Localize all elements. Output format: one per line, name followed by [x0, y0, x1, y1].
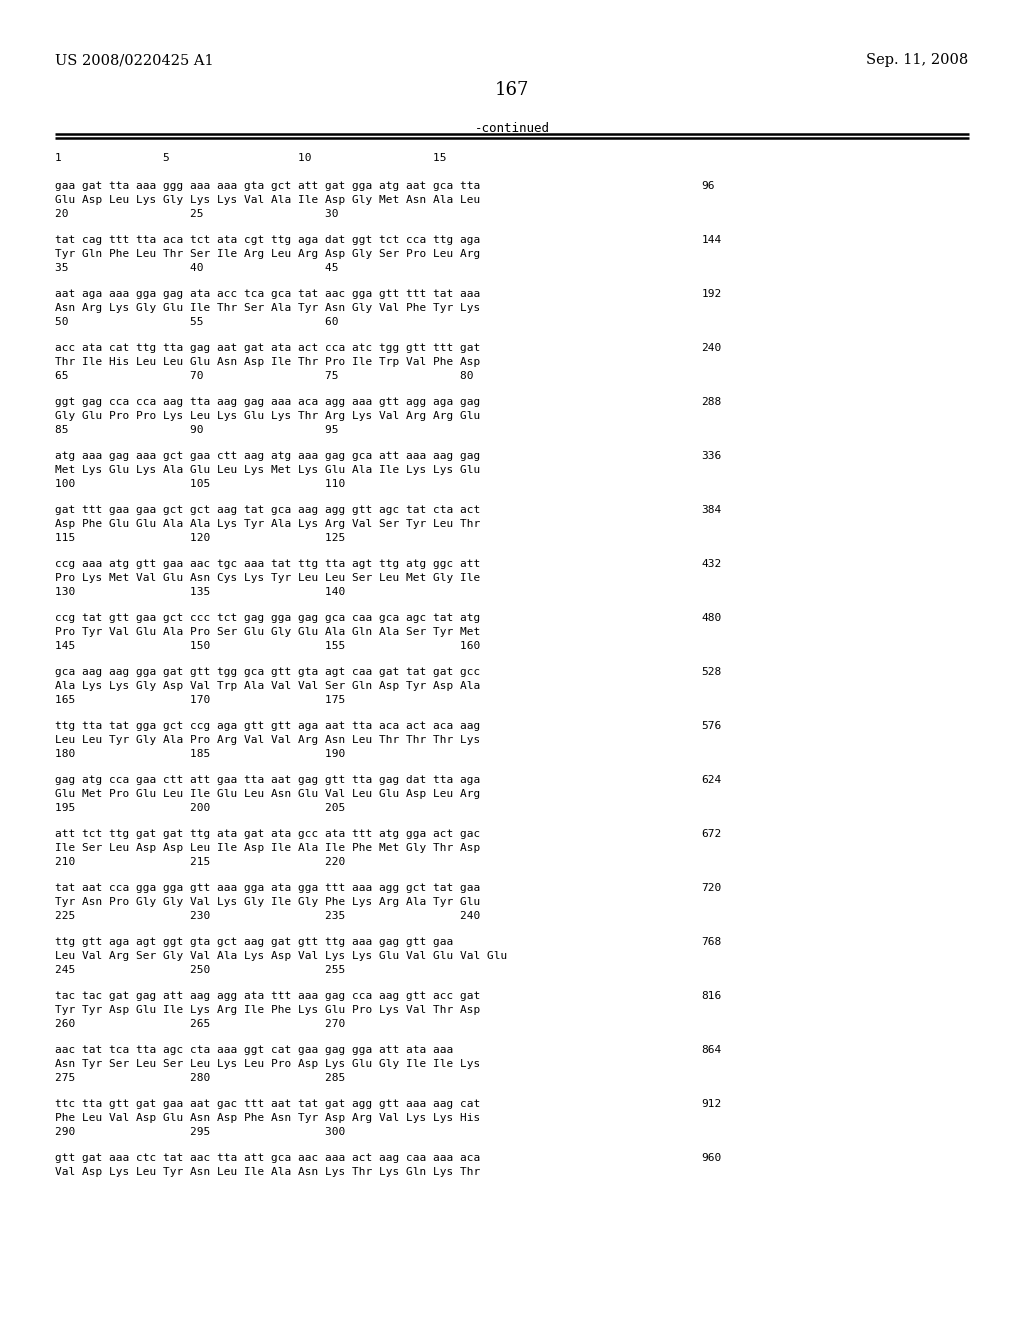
Text: 240: 240 — [701, 343, 722, 352]
Text: gag atg cca gaa ctt att gaa tta aat gag gtt tta gag dat tta aga: gag atg cca gaa ctt att gaa tta aat gag … — [55, 775, 480, 784]
Text: 275                 280                 285: 275 280 285 — [55, 1073, 345, 1082]
Text: 144: 144 — [701, 235, 722, 244]
Text: Asn Tyr Ser Leu Ser Leu Lys Leu Pro Asp Lys Glu Gly Ile Ile Lys: Asn Tyr Ser Leu Ser Leu Lys Leu Pro Asp … — [55, 1059, 480, 1069]
Text: Glu Asp Leu Lys Gly Lys Lys Val Ala Ile Asp Gly Met Asn Ala Leu: Glu Asp Leu Lys Gly Lys Lys Val Ala Ile … — [55, 195, 480, 205]
Text: 130                 135                 140: 130 135 140 — [55, 587, 345, 597]
Text: ccg tat gtt gaa gct ccc tct gag gga gag gca caa gca agc tat atg: ccg tat gtt gaa gct ccc tct gag gga gag … — [55, 612, 480, 623]
Text: Val Asp Lys Leu Tyr Asn Leu Ile Ala Asn Lys Thr Lys Gln Lys Thr: Val Asp Lys Leu Tyr Asn Leu Ile Ala Asn … — [55, 1167, 480, 1176]
Text: 768: 768 — [701, 937, 722, 946]
Text: gaa gat tta aaa ggg aaa aaa gta gct att gat gga atg aat gca tta: gaa gat tta aaa ggg aaa aaa gta gct att … — [55, 181, 480, 191]
Text: 20                  25                  30: 20 25 30 — [55, 209, 339, 219]
Text: ttc tta gtt gat gaa aat gac ttt aat tat gat agg gtt aaa aag cat: ttc tta gtt gat gaa aat gac ttt aat tat … — [55, 1098, 480, 1109]
Text: 195                 200                 205: 195 200 205 — [55, 803, 345, 813]
Text: 912: 912 — [701, 1098, 722, 1109]
Text: Pro Tyr Val Glu Ala Pro Ser Glu Gly Glu Ala Gln Ala Ser Tyr Met: Pro Tyr Val Glu Ala Pro Ser Glu Gly Glu … — [55, 627, 480, 636]
Text: 65                  70                  75                  80: 65 70 75 80 — [55, 371, 474, 380]
Text: 167: 167 — [495, 82, 529, 99]
Text: Phe Leu Val Asp Glu Asn Asp Phe Asn Tyr Asp Arg Val Lys Lys His: Phe Leu Val Asp Glu Asn Asp Phe Asn Tyr … — [55, 1113, 480, 1122]
Text: 480: 480 — [701, 612, 722, 623]
Text: gtt gat aaa ctc tat aac tta att gca aac aaa act aag caa aaa aca: gtt gat aaa ctc tat aac tta att gca aac … — [55, 1152, 480, 1163]
Text: 115                 120                 125: 115 120 125 — [55, 533, 345, 543]
Text: ttg tta tat gga gct ccg aga gtt gtt aga aat tta aca act aca aag: ttg tta tat gga gct ccg aga gtt gtt aga … — [55, 721, 480, 731]
Text: 528: 528 — [701, 667, 722, 677]
Text: 210                 215                 220: 210 215 220 — [55, 857, 345, 867]
Text: ttg gtt aga agt ggt gta gct aag gat gtt ttg aaa gag gtt gaa: ttg gtt aga agt ggt gta gct aag gat gtt … — [55, 937, 454, 946]
Text: Thr Ile His Leu Leu Glu Asn Asp Ile Thr Pro Ile Trp Val Phe Asp: Thr Ile His Leu Leu Glu Asn Asp Ile Thr … — [55, 356, 480, 367]
Text: att tct ttg gat gat ttg ata gat ata gcc ata ttt atg gga act gac: att tct ttg gat gat ttg ata gat ata gcc … — [55, 829, 480, 838]
Text: gat ttt gaa gaa gct gct aag tat gca aag agg gtt agc tat cta act: gat ttt gaa gaa gct gct aag tat gca aag … — [55, 504, 480, 515]
Text: tat aat cca gga gga gtt aaa gga ata gga ttt aaa agg gct tat gaa: tat aat cca gga gga gtt aaa gga ata gga … — [55, 883, 480, 892]
Text: 336: 336 — [701, 451, 722, 461]
Text: 100                 105                 110: 100 105 110 — [55, 479, 345, 488]
Text: US 2008/0220425 A1: US 2008/0220425 A1 — [55, 53, 214, 67]
Text: aac tat tca tta agc cta aaa ggt cat gaa gag gga att ata aaa: aac tat tca tta agc cta aaa ggt cat gaa … — [55, 1044, 454, 1055]
Text: Asp Phe Glu Glu Ala Ala Lys Tyr Ala Lys Arg Val Ser Tyr Leu Thr: Asp Phe Glu Glu Ala Ala Lys Tyr Ala Lys … — [55, 519, 480, 529]
Text: 1               5                   10                  15: 1 5 10 15 — [55, 153, 446, 164]
Text: 145                 150                 155                 160: 145 150 155 160 — [55, 640, 480, 651]
Text: 864: 864 — [701, 1044, 722, 1055]
Text: 50                  55                  60: 50 55 60 — [55, 317, 339, 327]
Text: 96: 96 — [701, 181, 715, 191]
Text: 165                 170                 175: 165 170 175 — [55, 694, 345, 705]
Text: 960: 960 — [701, 1152, 722, 1163]
Text: Glu Met Pro Glu Leu Ile Glu Leu Asn Glu Val Leu Glu Asp Leu Arg: Glu Met Pro Glu Leu Ile Glu Leu Asn Glu … — [55, 789, 480, 799]
Text: Met Lys Glu Lys Ala Glu Leu Lys Met Lys Glu Ala Ile Lys Lys Glu: Met Lys Glu Lys Ala Glu Leu Lys Met Lys … — [55, 465, 480, 475]
Text: Sep. 11, 2008: Sep. 11, 2008 — [866, 53, 969, 67]
Text: ggt gag cca cca aag tta aag gag aaa aca agg aaa gtt agg aga gag: ggt gag cca cca aag tta aag gag aaa aca … — [55, 397, 480, 407]
Text: 384: 384 — [701, 504, 722, 515]
Text: 432: 432 — [701, 558, 722, 569]
Text: 245                 250                 255: 245 250 255 — [55, 965, 345, 974]
Text: Gly Glu Pro Pro Lys Leu Lys Glu Lys Thr Arg Lys Val Arg Arg Glu: Gly Glu Pro Pro Lys Leu Lys Glu Lys Thr … — [55, 411, 480, 421]
Text: Tyr Tyr Asp Glu Ile Lys Arg Ile Phe Lys Glu Pro Lys Val Thr Asp: Tyr Tyr Asp Glu Ile Lys Arg Ile Phe Lys … — [55, 1005, 480, 1015]
Text: Leu Leu Tyr Gly Ala Pro Arg Val Val Arg Asn Leu Thr Thr Thr Lys: Leu Leu Tyr Gly Ala Pro Arg Val Val Arg … — [55, 735, 480, 744]
Text: Tyr Gln Phe Leu Thr Ser Ile Arg Leu Arg Asp Gly Ser Pro Leu Arg: Tyr Gln Phe Leu Thr Ser Ile Arg Leu Arg … — [55, 249, 480, 259]
Text: Ile Ser Leu Asp Asp Leu Ile Asp Ile Ala Ile Phe Met Gly Thr Asp: Ile Ser Leu Asp Asp Leu Ile Asp Ile Ala … — [55, 842, 480, 853]
Text: atg aaa gag aaa gct gaa ctt aag atg aaa gag gca att aaa aag gag: atg aaa gag aaa gct gaa ctt aag atg aaa … — [55, 451, 480, 461]
Text: 192: 192 — [701, 289, 722, 298]
Text: 180                 185                 190: 180 185 190 — [55, 748, 345, 759]
Text: 225                 230                 235                 240: 225 230 235 240 — [55, 911, 480, 920]
Text: 260                 265                 270: 260 265 270 — [55, 1019, 345, 1028]
Text: 576: 576 — [701, 721, 722, 731]
Text: 85                  90                  95: 85 90 95 — [55, 425, 339, 434]
Text: 816: 816 — [701, 991, 722, 1001]
Text: tac tac gat gag att aag agg ata ttt aaa gag cca aag gtt acc gat: tac tac gat gag att aag agg ata ttt aaa … — [55, 991, 480, 1001]
Text: 35                  40                  45: 35 40 45 — [55, 263, 339, 273]
Text: 290                 295                 300: 290 295 300 — [55, 1127, 345, 1137]
Text: aat aga aaa gga gag ata acc tca gca tat aac gga gtt ttt tat aaa: aat aga aaa gga gag ata acc tca gca tat … — [55, 289, 480, 298]
Text: Tyr Asn Pro Gly Gly Val Lys Gly Ile Gly Phe Lys Arg Ala Tyr Glu: Tyr Asn Pro Gly Gly Val Lys Gly Ile Gly … — [55, 896, 480, 907]
Text: acc ata cat ttg tta gag aat gat ata act cca atc tgg gtt ttt gat: acc ata cat ttg tta gag aat gat ata act … — [55, 343, 480, 352]
Text: tat cag ttt tta aca tct ata cgt ttg aga dat ggt tct cca ttg aga: tat cag ttt tta aca tct ata cgt ttg aga … — [55, 235, 480, 244]
Text: 288: 288 — [701, 397, 722, 407]
Text: Pro Lys Met Val Glu Asn Cys Lys Tyr Leu Leu Ser Leu Met Gly Ile: Pro Lys Met Val Glu Asn Cys Lys Tyr Leu … — [55, 573, 480, 582]
Text: 672: 672 — [701, 829, 722, 838]
Text: ccg aaa atg gtt gaa aac tgc aaa tat ttg tta agt ttg atg ggc att: ccg aaa atg gtt gaa aac tgc aaa tat ttg … — [55, 558, 480, 569]
Text: Ala Lys Lys Gly Asp Val Trp Ala Val Val Ser Gln Asp Tyr Asp Ala: Ala Lys Lys Gly Asp Val Trp Ala Val Val … — [55, 681, 480, 690]
Text: gca aag aag gga gat gtt tgg gca gtt gta agt caa gat tat gat gcc: gca aag aag gga gat gtt tgg gca gtt gta … — [55, 667, 480, 677]
Text: 720: 720 — [701, 883, 722, 892]
Text: Leu Val Arg Ser Gly Val Ala Lys Asp Val Lys Lys Glu Val Glu Val Glu: Leu Val Arg Ser Gly Val Ala Lys Asp Val … — [55, 950, 508, 961]
Text: Asn Arg Lys Gly Glu Ile Thr Ser Ala Tyr Asn Gly Val Phe Tyr Lys: Asn Arg Lys Gly Glu Ile Thr Ser Ala Tyr … — [55, 302, 480, 313]
Text: 624: 624 — [701, 775, 722, 784]
Text: -continued: -continued — [474, 123, 550, 135]
